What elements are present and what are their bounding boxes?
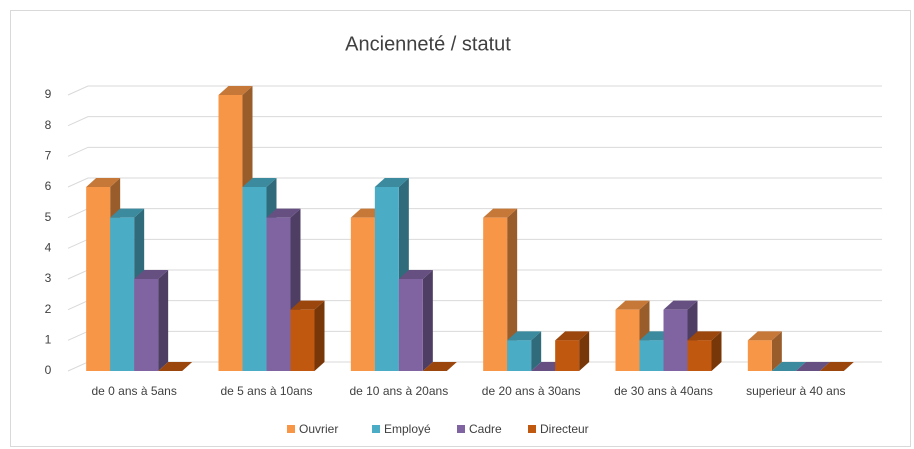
y-tick-label: 8 (45, 118, 52, 132)
bar-top (747, 331, 782, 341)
bar-top (555, 331, 590, 341)
legend-label: Ouvrier (299, 422, 338, 436)
bar-top (134, 270, 169, 279)
y-tick-label: 5 (45, 210, 52, 224)
bar-side (158, 270, 169, 371)
bar (86, 187, 111, 371)
bar-top (687, 331, 722, 341)
x-tick-label: de 0 ans à 5ans (91, 384, 176, 398)
bar-top (615, 300, 650, 310)
y-tick-label: 0 (45, 363, 52, 377)
x-tick-label: de 10 ans à 20ans (349, 384, 448, 398)
bar (507, 340, 532, 371)
bar-top (398, 270, 433, 279)
bar-top (158, 362, 193, 371)
bar-side (771, 331, 782, 371)
bar (110, 217, 135, 371)
legend-label: Employé (384, 422, 431, 436)
x-tick-label: de 30 ans à 40ans (614, 384, 713, 398)
x-tick-label: de 5 ans à 10ans (220, 384, 312, 398)
bar-side (422, 270, 433, 371)
bar (687, 340, 712, 371)
bar-top (422, 362, 457, 371)
bar (290, 309, 315, 371)
y-tick-label: 9 (45, 87, 52, 101)
legend-swatch (528, 425, 536, 433)
bar-side (711, 331, 722, 371)
bar-top (86, 178, 121, 187)
bar (266, 217, 291, 371)
bar (350, 217, 375, 371)
bar-top (771, 362, 806, 371)
bar-top (507, 331, 542, 341)
grid-line (67, 177, 882, 188)
legend-swatch (457, 425, 465, 433)
legend-label: Directeur (540, 422, 589, 436)
grid-line (67, 146, 882, 157)
chart-frame (10, 10, 911, 447)
bar-top (290, 300, 325, 310)
bar (663, 309, 688, 371)
bar-side (579, 331, 590, 371)
bar (398, 279, 423, 371)
legend-swatch (287, 425, 295, 433)
legend-label: Cadre (469, 422, 502, 436)
bar (242, 187, 267, 371)
x-tick-label: de 20 ans à 30ans (482, 384, 581, 398)
bar-top (110, 208, 145, 218)
bar (615, 309, 640, 371)
bar-top (218, 86, 253, 95)
y-tick-label: 1 (45, 333, 52, 347)
bar-side (531, 331, 542, 371)
y-tick-label: 3 (45, 271, 52, 285)
grid-line (67, 116, 882, 127)
bar (555, 340, 580, 371)
bar-top (483, 208, 518, 218)
bar-side (314, 300, 325, 371)
bar (483, 217, 508, 371)
y-tick-label: 6 (45, 179, 52, 193)
bar-side (507, 208, 518, 371)
bar-top (266, 208, 301, 218)
bar (374, 187, 399, 371)
bar (747, 340, 772, 371)
legend-swatch (372, 425, 380, 433)
y-tick-label: 4 (45, 241, 52, 255)
bar (639, 340, 664, 371)
bar (134, 279, 159, 371)
bar-top (795, 362, 830, 371)
bar (218, 95, 243, 371)
y-tick-label: 2 (45, 302, 52, 316)
bar-top (663, 300, 698, 310)
chart-title: Ancienneté / statut (345, 33, 511, 55)
bar-top (819, 362, 854, 371)
bar-top (374, 178, 409, 187)
y-tick-label: 7 (45, 149, 52, 163)
bar-top (242, 178, 277, 187)
x-tick-label: superieur à 40 ans (746, 384, 845, 398)
grid-line (67, 85, 882, 96)
